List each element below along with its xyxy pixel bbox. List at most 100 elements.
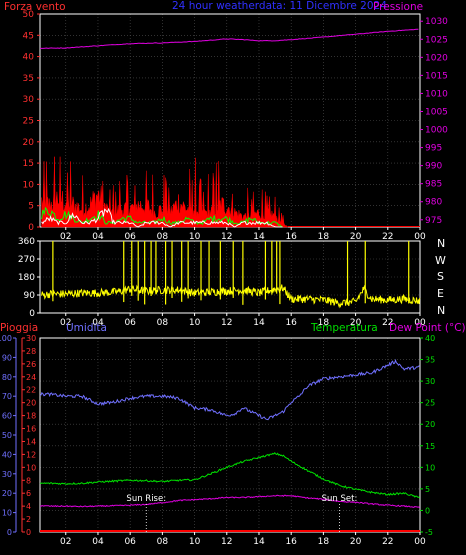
y-left-tick-label: 10: [23, 180, 35, 190]
x-tick-label: 04: [92, 232, 104, 242]
temperature-axis-title: Temperatura: [310, 322, 378, 334]
humidity-tick-label: 100: [0, 334, 12, 343]
y-left-tick-label: 360: [18, 237, 35, 247]
rain-tick-label: 24: [26, 373, 36, 382]
x-tick-label: 06: [124, 537, 136, 547]
y-left-tick-label: 180: [18, 273, 35, 283]
x-tick-label: 08: [157, 318, 169, 328]
x-tick-label: 14: [253, 318, 265, 328]
x-tick-label: 20: [350, 318, 362, 328]
humidity-tick-label: 30: [2, 470, 12, 479]
y-left-tick-label: 5: [28, 202, 34, 212]
y-left-tick-label: 15: [23, 159, 34, 169]
rain-tick-label: 14: [26, 437, 36, 446]
x-tick-label: 22: [382, 537, 393, 547]
y-left-tick-label: 0: [29, 309, 35, 319]
y-left-tick-label: 50: [23, 10, 35, 20]
humidity-line: [39, 358, 420, 421]
temperature-humidity-panel: 0102030405060708090100024681012141618202…: [0, 334, 435, 547]
y-left-tick-label: 45: [23, 31, 34, 41]
x-tick-label: 16: [285, 232, 297, 242]
rain-tick-label: 30: [26, 334, 36, 343]
temperature-tick-label: 25: [425, 399, 435, 408]
x-tick-label: 04: [92, 318, 104, 328]
x-tick-label: 22: [382, 318, 393, 328]
temperature-tick-label: 35: [425, 356, 435, 365]
y-right-tick-label: 990: [425, 162, 442, 172]
rain-tick-label: 12: [26, 450, 36, 459]
humidity-tick-label: 40: [2, 450, 12, 459]
compass-label-west: W: [435, 254, 446, 267]
y-left-tick-label: 30: [23, 95, 35, 105]
pressure-axis-title: Pressione: [373, 1, 423, 13]
rain-tick-label: 4: [26, 502, 31, 511]
x-tick-label: 00: [414, 537, 426, 547]
humidity-tick-label: 10: [2, 509, 12, 518]
y-right-tick-label: 1005: [425, 107, 448, 117]
y-left-tick-label: 0: [28, 223, 34, 233]
x-tick-label: 08: [157, 537, 169, 547]
x-tick-label: 12: [221, 318, 232, 328]
rain-tick-label: 10: [26, 463, 36, 472]
x-tick-label: 16: [285, 537, 297, 547]
rain-tick-label: 18: [26, 412, 36, 421]
y-right-tick-label: 995: [425, 144, 442, 154]
humidity-tick-label: 90: [2, 353, 12, 362]
compass-label-east: E: [437, 287, 444, 300]
y-left-tick-label: 270: [18, 255, 35, 265]
x-tick-label: 20: [350, 232, 362, 242]
humidity-tick-label: 70: [2, 392, 12, 401]
temperature-tick-label: -5: [425, 528, 433, 537]
humidity-tick-label: 60: [2, 412, 12, 421]
temperature-tick-label: 30: [425, 377, 435, 386]
y-right-tick-label: 1020: [425, 53, 448, 63]
x-tick-label: 02: [60, 318, 71, 328]
y-left-tick-label: 35: [23, 74, 34, 84]
rain-tick-label: 8: [26, 476, 31, 485]
x-tick-label: 18: [318, 232, 330, 242]
y-left-tick-label: 90: [24, 291, 36, 301]
average-wind-line: [41, 207, 283, 228]
compass-label-south: S: [437, 270, 444, 283]
y-right-tick-label: 980: [425, 198, 442, 208]
chart-title: 24 hour weatherdata: 11 Dicembre 2024: [172, 0, 387, 12]
wind-speed-area: [41, 156, 289, 228]
sun-marker-label: Sun Set:: [322, 494, 358, 504]
temperature-tick-label: 15: [425, 442, 435, 451]
y-left-tick-label: 40: [23, 53, 35, 63]
y-right-tick-label: 1000: [425, 126, 448, 136]
x-tick-label: 10: [189, 318, 201, 328]
x-tick-label: 18: [318, 318, 330, 328]
rain-tick-label: 6: [26, 489, 31, 498]
y-right-tick-label: 975: [425, 216, 442, 226]
rain-tick-label: 0: [26, 528, 31, 537]
temperature-line: [39, 451, 420, 499]
compass-labels: N W S E N: [435, 237, 446, 317]
compass-label-bottom: N: [437, 304, 445, 317]
temperature-tick-label: 20: [425, 420, 435, 429]
wind-pressure-panel: 0510152025303540455097598098599099510001…: [23, 10, 449, 242]
x-tick-label: 00: [414, 318, 426, 328]
x-tick-label: 04: [92, 537, 104, 547]
rain-tick-label: 28: [26, 347, 36, 356]
y-right-tick-label: 1015: [425, 71, 448, 81]
x-tick-label: 00: [414, 232, 426, 242]
x-tick-label: 16: [285, 318, 297, 328]
x-tick-label: 06: [124, 318, 136, 328]
y-left-tick-label: 20: [23, 138, 35, 148]
wind-direction-line: [41, 284, 421, 309]
x-tick-label: 22: [382, 232, 393, 242]
humidity-tick-label: 80: [2, 373, 12, 382]
humidity-tick-label: 0: [7, 528, 12, 537]
x-tick-label: 14: [253, 537, 265, 547]
rain-tick-label: 20: [26, 399, 36, 408]
x-tick-label: 12: [221, 537, 232, 547]
dewpoint-line: [40, 494, 420, 509]
x-tick-label: 10: [189, 537, 201, 547]
x-tick-label: 12: [221, 232, 232, 242]
humidity-tick-label: 20: [2, 489, 12, 498]
x-tick-label: 14: [253, 232, 265, 242]
humidity-axis-title: Umidita: [66, 322, 107, 334]
compass-label-top: N: [437, 237, 445, 250]
